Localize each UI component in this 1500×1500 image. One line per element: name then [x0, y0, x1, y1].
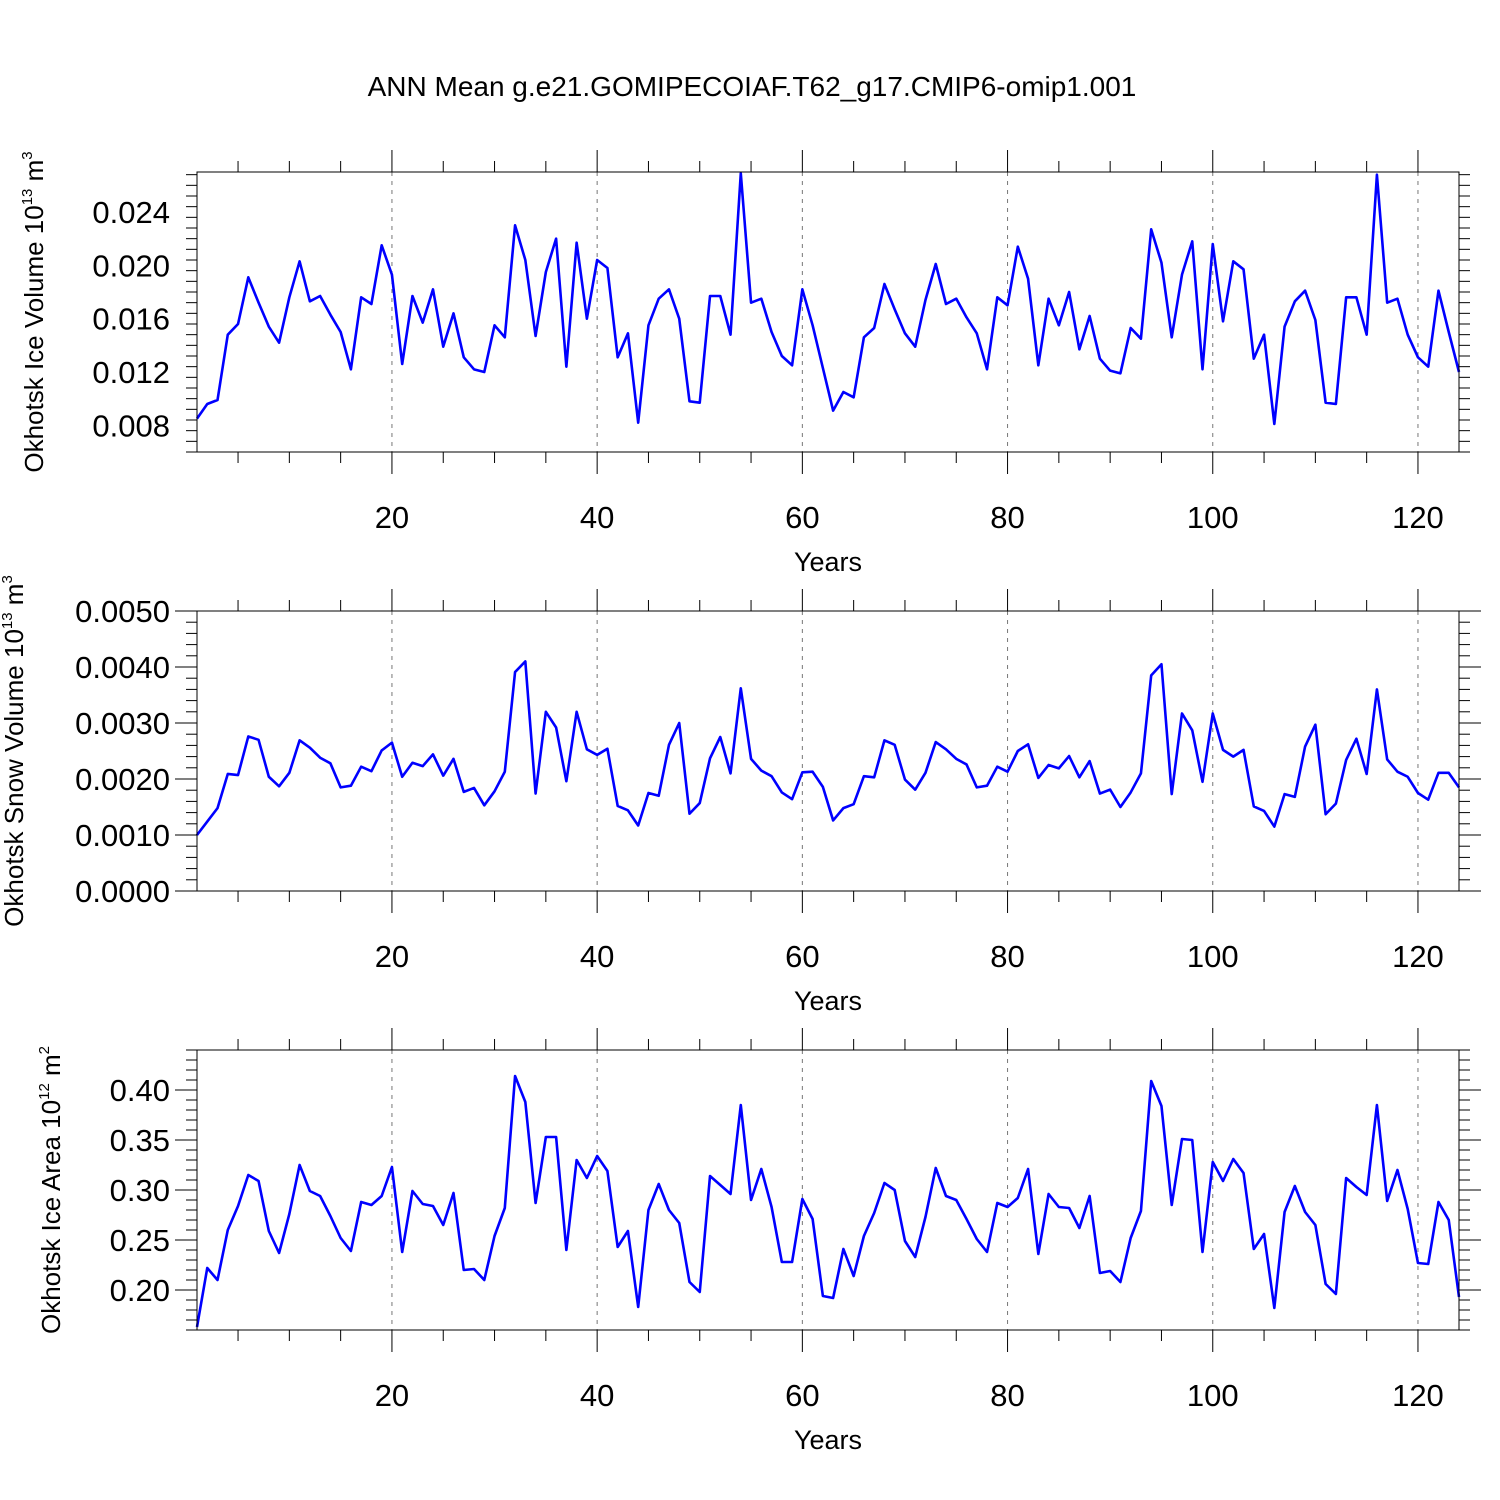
snow-volume-xtick-label: 40	[580, 939, 614, 974]
panel-ice-volume: 20 40 60 80 100 120 0.008 0.012 0.016 0.020 0.024…	[19, 150, 1470, 577]
ice-area-x-axis-title: Years	[794, 1425, 862, 1455]
ice-volume-ytick-label: 0.008	[92, 408, 170, 443]
ice-area-xtick-label: 100	[1187, 1378, 1239, 1413]
snow-volume-y-axis-title: Okhotsk Snow Volume 1013 m3	[0, 575, 29, 927]
snow-volume-xtick-label: 60	[785, 939, 819, 974]
snow-volume-line	[195, 660, 1461, 836]
figure-title: ANN Mean g.e21.GOMIPECOIAF.T62_g17.CMIP6…	[368, 71, 1137, 102]
ice-area-xtick-label: 80	[990, 1378, 1024, 1413]
ice-volume-ytick-label: 0.020	[92, 248, 170, 283]
ice-volume-xtick-label: 80	[990, 500, 1024, 535]
snow-volume-xtick-label: 80	[990, 939, 1024, 974]
ice-area-y-axis-title: Okhotsk Ice Area 1012 m2	[36, 1046, 66, 1334]
snow-volume-ytick-label: 0.0010	[75, 818, 170, 853]
ice-area-ytick-label: 0.40	[110, 1073, 170, 1108]
snow-volume-ytick-label: 0.0050	[75, 594, 170, 629]
ice-area-xtick-label: 120	[1392, 1378, 1444, 1413]
ice-area-xtick-label: 20	[375, 1378, 409, 1413]
panel-snow-volume: 20 40 60 80 100 120 0.0000 0.0010 0.0020 0.0030 0…	[0, 575, 1481, 1016]
ice-volume-xtick-label: 120	[1392, 500, 1444, 535]
ice-volume-xtick-label: 100	[1187, 500, 1239, 535]
ice-area-xtick-label: 60	[785, 1378, 819, 1413]
snow-volume-ytick-label: 0.0040	[75, 650, 170, 685]
ice-area-xtick-label: 40	[580, 1378, 614, 1413]
ice-area-ytick-label: 0.25	[110, 1223, 170, 1258]
ice-area-ytick-label: 0.35	[110, 1123, 170, 1158]
snow-volume-ytick-label: 0.0020	[75, 762, 170, 797]
ice-area-ytick-label: 0.30	[110, 1173, 170, 1208]
ice-volume-ytick-label: 0.024	[92, 195, 170, 230]
snow-volume-x-axis-title: Years	[794, 986, 862, 1016]
snow-volume-xtick-label: 120	[1392, 939, 1444, 974]
ice-volume-plot-frame	[196, 171, 1460, 453]
snow-volume-xtick-label: 20	[375, 939, 409, 974]
ice-volume-ytick-label: 0.016	[92, 302, 170, 337]
snow-volume-plot-frame	[196, 610, 1460, 892]
ice-volume-y-axis-title: Okhotsk Ice Volume 1013 m3	[19, 151, 49, 472]
ice-volume-xtick-label: 20	[375, 500, 409, 535]
snow-volume-ytick-label: 0.0030	[75, 706, 170, 741]
ice-volume-xtick-label: 60	[785, 500, 819, 535]
ice-volume-line	[195, 172, 1461, 426]
ice-volume-ytick-label: 0.012	[92, 355, 170, 390]
ice-volume-x-axis-title: Years	[794, 547, 862, 577]
ice-area-line	[195, 1074, 1461, 1328]
ice-area-plot-frame	[196, 1049, 1460, 1331]
snow-volume-ytick-label: 0.0000	[75, 874, 170, 909]
ice-volume-xtick-label: 40	[580, 500, 614, 535]
snow-volume-xtick-label: 100	[1187, 939, 1239, 974]
panel-ice-area: 20 40 60 80 100 120 0.20 0.25 0.30 0.35 0.40 Year…	[36, 1028, 1481, 1455]
ice-area-ytick-label: 0.20	[110, 1273, 170, 1308]
